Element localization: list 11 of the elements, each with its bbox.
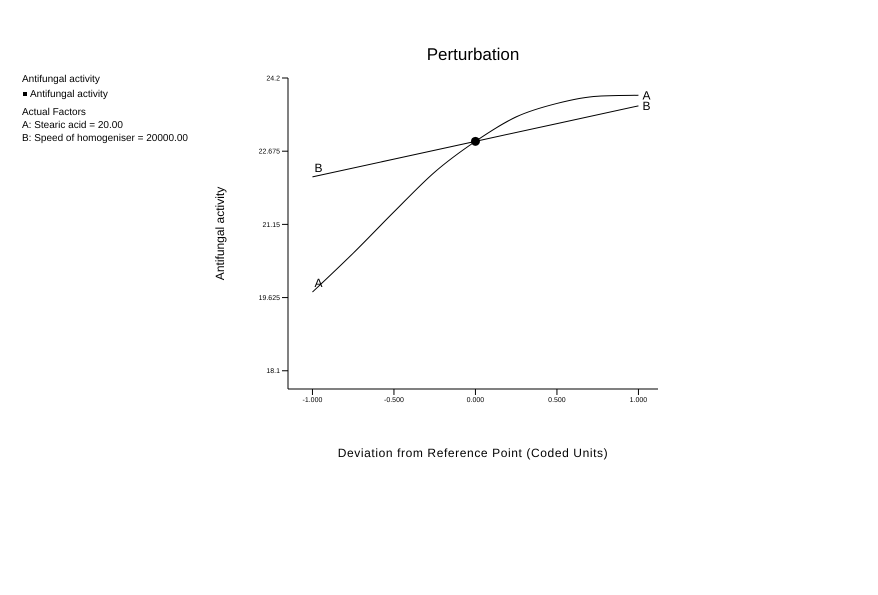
series-label: A [314,276,322,290]
line-series [312,94,639,293]
series-label: B [314,160,322,175]
text: A: Stearic acid = 20.00 [22,120,124,131]
text: Actual Factors [22,107,86,118]
y-axis-title: Antifungal activity [213,186,227,280]
chart-title: Perturbation [426,45,520,64]
text: Antifungal activity [30,89,108,100]
x-axis-title: Deviation from Reference Point (Coded Units) [338,446,608,460]
text: Antifungal activity [22,74,100,85]
text: B: Speed of homogeniser = 20000.00 [22,133,188,144]
